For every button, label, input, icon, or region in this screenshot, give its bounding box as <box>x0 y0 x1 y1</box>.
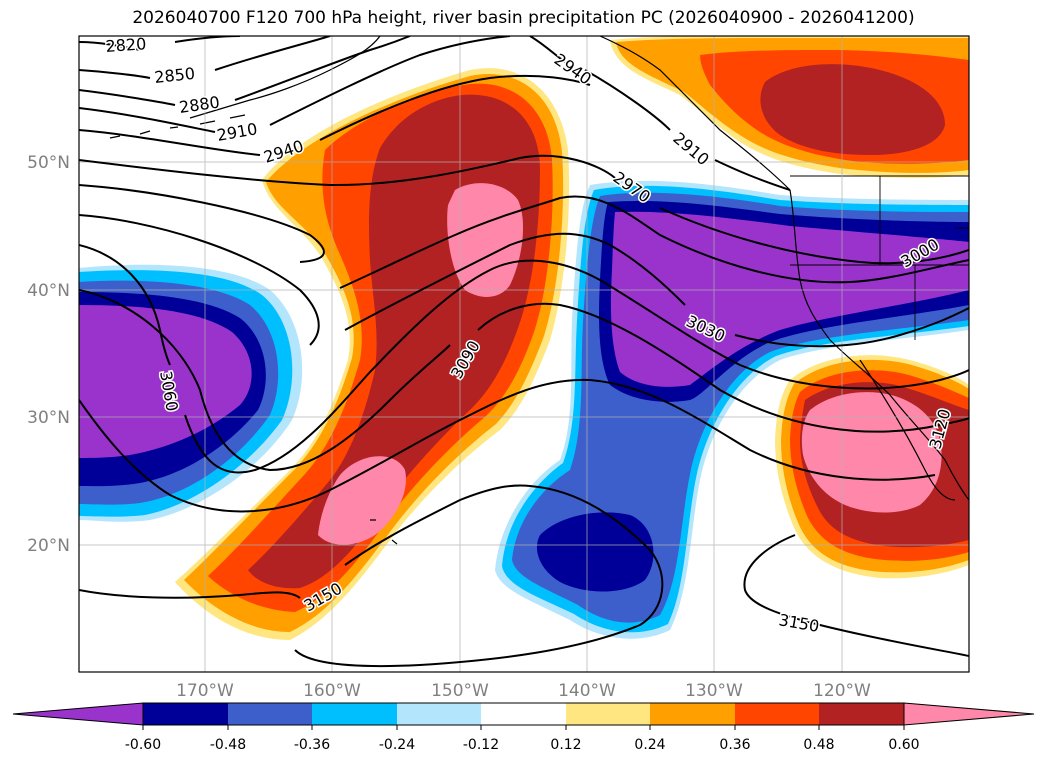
lat-label-30n: 30°N <box>27 408 70 428</box>
contour-label-2910: 2910 <box>215 119 258 145</box>
pos-se-ff88aa <box>801 392 942 513</box>
colorbar-swatch-neg36-neg24 <box>312 703 397 725</box>
colorbar-swatch-12-24 <box>566 703 650 725</box>
map-frame <box>78 35 970 673</box>
contour-3060 <box>79 244 969 474</box>
colorbar-frame <box>142 702 905 726</box>
height-contours <box>79 36 969 668</box>
baja-california <box>859 359 956 501</box>
coastlines <box>109 36 969 545</box>
colorbar-label-10: 0.60 <box>888 737 919 753</box>
contour-3120 <box>79 378 936 513</box>
pos-ne-b22222 <box>760 64 945 155</box>
gridlines <box>79 36 969 672</box>
pos-center-top-ff88aa <box>447 183 524 297</box>
contour-3150-west <box>79 484 664 668</box>
contour-label-2820: 2820 <box>105 34 147 56</box>
pos-center-bottom-ff88aa <box>318 456 406 545</box>
hawaii-islands <box>370 519 398 545</box>
contour-2880 <box>79 36 411 106</box>
lon-label-150w: 150°W <box>431 681 489 701</box>
colorbar-swatch-neg12-12 <box>481 703 566 725</box>
colorbar-ticks <box>142 725 905 730</box>
colorbar-right-arrow <box>903 702 1035 726</box>
lon-label-170w: 170°W <box>176 681 234 701</box>
colorbar-swatch-24-36 <box>650 703 735 725</box>
lon-label-130w: 130°W <box>685 681 743 701</box>
lon-label-160w: 160°W <box>303 681 361 701</box>
colorbar-label-7: 0.24 <box>634 737 665 753</box>
contour-3030 <box>79 214 969 348</box>
lat-label-40n: 40°N <box>27 281 70 301</box>
contour-2940-west <box>79 74 591 156</box>
contour-3090 <box>79 289 969 472</box>
contour-3150-east <box>743 534 969 657</box>
lat-label-20n: 20°N <box>27 536 70 556</box>
us-west-coast <box>789 189 969 501</box>
contour-2970 <box>79 154 969 265</box>
neg-east-sub-000099 <box>536 512 654 592</box>
colorbar-label-9: 0.48 <box>803 737 834 753</box>
lat-labels: 50°N 40°N 30°N 20°N <box>27 153 70 556</box>
borders <box>790 175 969 340</box>
colorbar-label-3: -0.36 <box>294 737 330 753</box>
contour-2910 <box>79 36 511 133</box>
lon-labels: 170°W 160°W 150°W 140°W 130°W 120°W <box>176 681 871 701</box>
map-title: 2026040700 F120 700 hPa height, river ba… <box>132 8 915 28</box>
colorbar-swatch-36-48 <box>735 703 819 725</box>
colorbar-label-2: -0.48 <box>210 737 246 753</box>
lon-label-140w: 140°W <box>558 681 616 701</box>
contour-3000 <box>79 184 969 289</box>
colorbar-swatch-neg60-neg48 <box>143 703 228 725</box>
contour-2850 <box>79 36 331 79</box>
colorbar: -0.60 -0.48 -0.36 -0.24 -0.12 0.12 0.24 … <box>12 702 1035 753</box>
colorbar-swatch-neg24-neg12 <box>397 703 481 725</box>
contour-2910-north <box>584 69 791 191</box>
colorbar-label-4: -0.24 <box>379 737 415 753</box>
neg-west-9933cc <box>79 305 252 458</box>
colorbar-left-arrow <box>12 702 144 726</box>
colorbar-swatch-neg48-neg36 <box>228 703 312 725</box>
colorbar-label-6: 0.12 <box>550 737 581 753</box>
alaska-coast <box>189 36 381 119</box>
contour-2940-north <box>529 36 566 63</box>
colorbar-label-1: -0.60 <box>125 737 161 753</box>
lon-label-120w: 120°W <box>813 681 871 701</box>
lat-label-50n: 50°N <box>27 153 70 173</box>
bc-coast <box>599 36 791 191</box>
colorbar-label-8: 0.36 <box>719 737 750 753</box>
colorbar-label-5: -0.12 <box>463 737 499 753</box>
colorbar-swatch-48-60 <box>819 703 904 725</box>
aleutian-islands <box>109 114 246 139</box>
